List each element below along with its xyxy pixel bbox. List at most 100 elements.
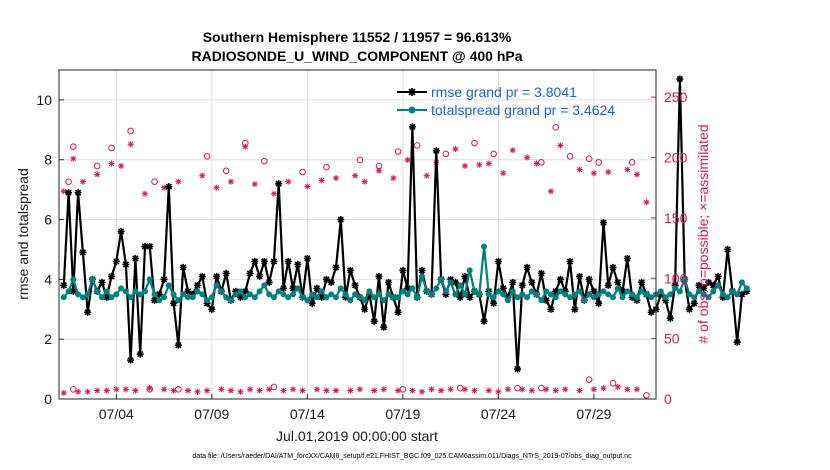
totalspread-point [337,285,344,292]
totalspread-point [738,279,745,286]
obs-possible-marker [108,144,115,152]
y-tick-label: 8 [44,152,52,168]
obs-possible-marker [552,124,560,131]
totalspread-point [304,297,311,304]
obs-assimilated-marker [447,386,454,393]
rmse-point [260,257,268,265]
rmse-point [738,290,746,298]
rmse-point [74,189,82,197]
totalspread-point [547,291,554,298]
totalspread-point [79,294,86,301]
obs-assimilated-marker [519,386,526,393]
obs-assimilated-marker [418,388,425,395]
totalspread-point [375,291,382,298]
totalspread-point [676,288,683,295]
totalspread-point [695,288,702,295]
rmse-point [599,219,607,227]
rmse-point [174,341,182,349]
obs-assimilated-marker [428,386,435,393]
obs-assimilated-marker [333,175,340,182]
rmse-point [60,281,68,289]
obs-possible-marker [175,386,182,393]
obs-assimilated-marker [218,386,225,393]
obs-assimilated-marker [94,387,101,394]
totalspread-point [586,291,593,298]
rmse-point [289,284,297,292]
totalspread-point [562,291,569,298]
obs-assimilated-marker [175,178,182,185]
obs-assimilated-marker [60,389,67,396]
x-axis-label: Jul.01,2019 00:00:00 start [276,428,438,444]
totalspread-point [165,282,172,289]
obs-assimilated-marker [371,387,378,394]
obs-assimilated-marker [256,387,263,394]
rmse-point [418,266,426,274]
obs-assimilated-marker [633,171,640,178]
totalspread-point [161,294,168,301]
rmse-point [284,257,292,265]
obs-assimilated-marker [70,155,77,162]
obs-possible-marker [471,139,478,147]
obs-assimilated-marker [476,161,483,168]
y-tick-label: 4 [44,271,52,287]
obs-possible-marker [643,392,650,399]
obs-assimilated-marker [614,383,621,390]
rmse-point [170,299,178,307]
totalspread-point [380,297,387,304]
obs-assimilated-marker [299,387,306,394]
totalspread-point [390,294,397,301]
y-axis-label-right: # of obs: o=possible; ×=assimilated [695,124,711,343]
obs-possible-marker [323,163,330,171]
rmse-point [346,266,354,274]
y2-tick-label: 200 [664,150,688,166]
obs-assimilated-marker [313,386,320,393]
obs-assimilated-marker [356,386,363,393]
rmse-point [179,263,187,271]
totalspread-point [294,285,301,292]
rmse-point [451,278,459,286]
rmse-point [251,257,259,265]
obs-assimilated-marker [199,172,206,179]
obs-assimilated-marker [122,386,129,393]
totalspread-point [481,243,488,250]
obs-assimilated-marker [395,387,402,394]
totalspread-point [275,288,282,295]
totalspread-point [576,288,583,295]
obs-assimilated-marker [461,162,468,169]
totalspread-point [552,294,559,301]
totalspread-point [280,291,287,298]
totalspread-point [509,288,516,295]
totalspread-point [122,288,129,295]
y-tick-label: 6 [44,212,52,228]
obs-possible-marker [222,167,230,175]
obs-assimilated-marker [390,175,397,182]
obs-possible-marker [127,127,134,135]
totalspread-point [318,288,325,295]
x-tick-label: 07/04 [99,406,134,422]
rmse-point [623,254,631,262]
obs-assimilated-marker [323,387,330,394]
totalspread-point [132,288,139,295]
obs-assimilated-marker [251,181,258,188]
totalspread-point [571,291,578,298]
obs-assimilated-marker [409,387,416,394]
totalspread-point [495,288,502,295]
totalspread-point [103,288,110,295]
obs-assimilated-marker [471,387,478,394]
rmse-point [65,189,73,197]
totalspread-point [691,294,698,301]
totalspread-point [672,285,679,292]
obs-assimilated-marker [141,190,148,197]
obs-assimilated-marker [624,166,631,173]
totalspread-point [729,288,736,295]
totalspread-point [309,291,316,298]
totalspread-point [705,294,712,301]
obs-assimilated-marker [161,184,168,191]
rmse-point [98,278,106,286]
rmse-point [490,299,498,307]
totalspread-point [418,273,425,280]
obs-assimilated-marker [452,146,459,153]
obs-possible-marker [609,380,617,387]
obs-assimilated-marker [485,160,492,167]
legend-label-totalspread: totalspread grand pr = 3.4624 [431,102,615,118]
